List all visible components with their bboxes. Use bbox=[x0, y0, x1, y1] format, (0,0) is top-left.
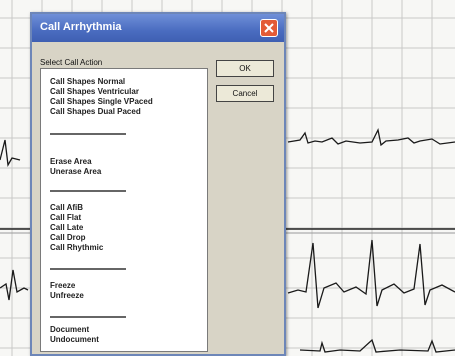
list-item-call-flat[interactable]: Call Flat bbox=[50, 213, 82, 222]
title-bar[interactable]: Call Arrhythmia bbox=[32, 14, 284, 42]
list-item-call-shapes-normal[interactable]: Call Shapes Normal bbox=[50, 77, 126, 86]
list-item-undocument[interactable]: Undocument bbox=[50, 335, 99, 344]
list-item-call-drop[interactable]: Call Drop bbox=[50, 233, 86, 242]
list-item-unfreeze[interactable]: Unfreeze bbox=[50, 291, 84, 300]
list-item-call-rhythmic[interactable]: Call Rhythmic bbox=[50, 243, 104, 252]
list-separator bbox=[50, 190, 126, 192]
list-item-freeze[interactable]: Freeze bbox=[50, 281, 76, 290]
list-item-document[interactable]: Document bbox=[50, 325, 90, 334]
list-separator bbox=[50, 268, 126, 270]
close-icon bbox=[264, 23, 274, 33]
list-item-call-late[interactable]: Call Late bbox=[50, 223, 84, 232]
list-item-call-shapes-ventricular[interactable]: Call Shapes Ventricular bbox=[50, 87, 139, 96]
list-separator bbox=[50, 316, 126, 318]
ecg-trace-lower bbox=[299, 338, 455, 353]
cancel-button[interactable]: Cancel bbox=[216, 85, 274, 102]
call-action-listbox[interactable]: Call Shapes Normal Call Shapes Ventricul… bbox=[40, 68, 208, 352]
ecg-trace-bottom bbox=[287, 239, 455, 309]
list-item-unerase-area[interactable]: Unerase Area bbox=[50, 167, 102, 176]
list-item-call-shapes-single-vpaced[interactable]: Call Shapes Single VPaced bbox=[50, 97, 153, 106]
close-button[interactable] bbox=[260, 19, 278, 37]
call-arrhythmia-dialog: Call Arrhythmia Select Call Action Call … bbox=[30, 12, 286, 356]
select-call-action-label: Select Call Action bbox=[40, 58, 103, 67]
dialog-title: Call Arrhythmia bbox=[40, 21, 122, 33]
ok-button[interactable]: OK bbox=[216, 60, 274, 77]
list-separator bbox=[50, 133, 126, 135]
ecg-trace-bottom-edge bbox=[0, 269, 29, 301]
ecg-trace-top-edge bbox=[0, 139, 21, 168]
ecg-trace-top bbox=[287, 128, 455, 147]
list-item-call-shapes-dual-paced[interactable]: Call Shapes Dual Paced bbox=[50, 107, 141, 116]
list-item-erase-area[interactable]: Erase Area bbox=[50, 157, 92, 166]
list-item-call-afib[interactable]: Call AfiB bbox=[50, 203, 84, 212]
